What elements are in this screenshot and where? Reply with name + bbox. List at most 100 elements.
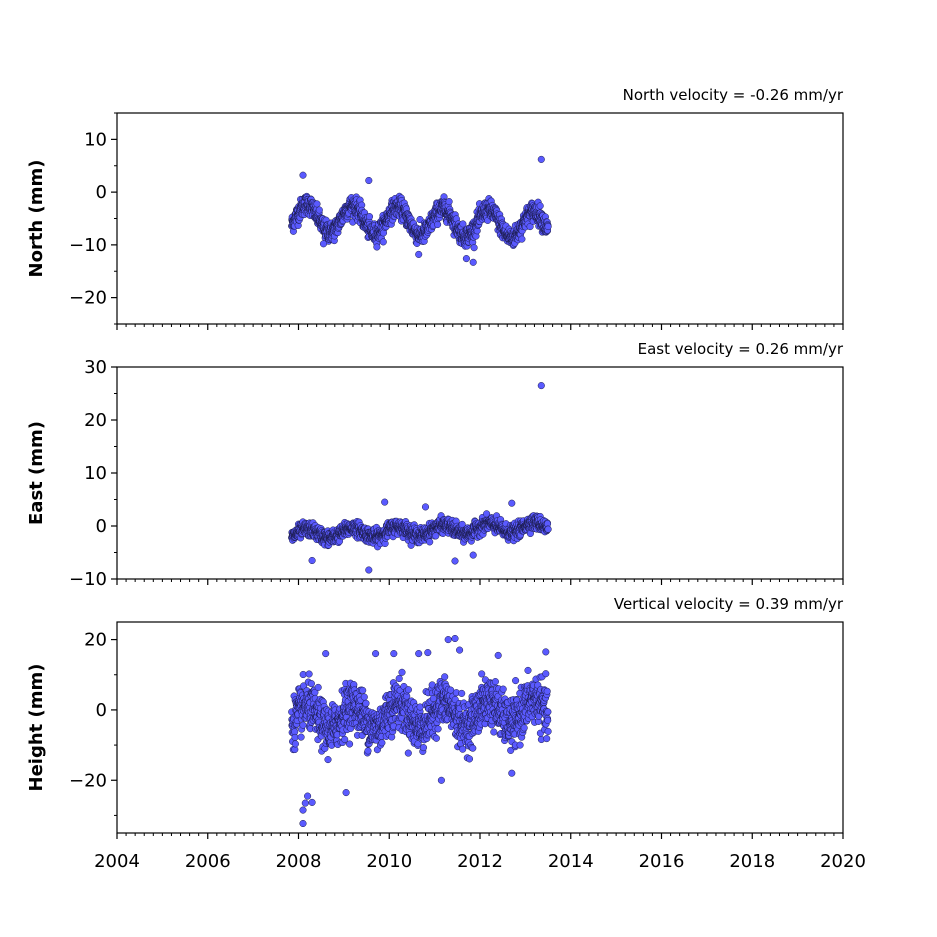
height-data-point [465,755,474,763]
north-outlier-point [469,258,477,266]
height-outlier-point [424,649,432,657]
east-y-tick-label: 0 [96,516,107,537]
height-data-point [299,670,307,679]
east-y-tick-label: 10 [84,463,107,484]
north-data-point [518,235,526,243]
height-outlier-point [304,792,312,800]
height-data-point [499,685,507,693]
height-outlier-point [437,776,445,784]
north-outlier-point [462,255,470,263]
height-data-point [324,756,332,764]
height-data-point [512,677,520,685]
north-y-axis-label: North (mm) [26,160,47,278]
height-data-point [434,725,442,733]
height-y-axis-label: Height (mm) [26,664,47,792]
north-data-point [470,244,478,252]
height-data-point [544,708,552,716]
height-x-tick-label: 2020 [820,851,866,872]
height-velocity-annotation: Vertical velocity = 0.39 mm/yr [614,595,844,613]
height-x-tick-label: 2012 [457,851,503,872]
height-data-point [419,744,428,752]
north-y-tick-label: −20 [69,288,107,309]
height-data-point [544,716,552,724]
height-x-tick-label: 2018 [729,851,775,872]
height-x-tick-label: 2006 [185,851,231,872]
east-panel: −10 0 10 20 30 East (mm) East velocity = 0.26 … [26,340,844,590]
north-outlier-point [365,176,373,185]
east-outlier-point [451,557,459,565]
height-data-point [520,724,528,732]
north-data-point [379,238,387,246]
height-data-point [359,686,367,694]
height-outlier-point [494,651,502,659]
east-y-tick-label: −10 [69,569,107,590]
north-scatter-series [288,155,552,266]
height-data-point [360,693,368,701]
height-data-point [458,689,466,697]
height-x-tick-label: 2016 [639,851,685,872]
height-outlier-point [308,798,316,806]
east-outlier-point [508,499,516,507]
east-data-point [426,538,434,546]
height-outlier-point [301,799,309,807]
height-data-point [395,674,403,683]
height-data-point [346,740,354,748]
east-outlier-point [537,382,545,390]
north-data-point [459,220,467,228]
height-data-point [478,670,486,678]
height-data-point [314,683,322,691]
north-y-tick-label: 0 [96,182,107,203]
height-panel: −20 0 20 2004 2006 2008 2010 2012 2014 2016 2018 20… [26,595,866,872]
east-y-axis-label: East (mm) [26,421,47,525]
height-data-point [432,734,440,742]
east-outlier-point [365,566,373,574]
height-data-point [307,680,315,688]
height-data-point [398,668,406,676]
height-data-point [378,739,386,747]
north-data-point [544,222,552,231]
height-y-tick-label: 20 [84,630,107,651]
height-data-point [524,666,532,674]
north-data-point [365,213,374,221]
height-outlier-point [415,650,423,658]
height-x-tick-label: 2004 [94,851,140,872]
east-outlier-point [381,498,389,506]
height-data-point [490,728,498,736]
north-y-tick-label: −10 [69,235,107,256]
height-outlier-point [390,650,398,658]
north-outlier-point [415,250,423,258]
east-y-tick-label: 20 [84,410,107,431]
north-y-tick-label: 10 [84,129,107,150]
height-data-point [364,747,372,755]
height-outlier-point [456,646,464,654]
north-outlier-point [537,155,545,163]
north-data-point [536,202,544,210]
height-y-tick-label: 0 [96,700,107,721]
east-y-tick-label: 30 [84,357,107,378]
height-data-point [544,727,552,735]
east-data-point [544,525,552,533]
east-outlier-point [469,551,477,559]
height-outlier-point [451,634,459,643]
height-data-point [362,699,370,707]
north-outlier-point [319,240,328,248]
height-data-point [542,670,550,678]
height-x-tick-label: 2014 [548,851,594,872]
height-data-point [516,741,524,749]
height-data-point [297,733,305,741]
east-outlier-point [308,556,316,565]
north-panel: −20 −10 0 10 North (mm) North velocity = -0.2… [26,86,844,330]
north-data-point [315,206,323,214]
height-data-point [469,744,477,752]
east-data-point [432,532,440,540]
height-outlier-point [342,789,350,797]
height-outlier-point [299,819,307,828]
north-outlier-point [299,171,307,179]
north-data-point [526,223,534,231]
height-scatter-series [288,634,552,828]
height-data-point [404,749,412,757]
height-data-point [299,721,307,729]
height-outlier-point [372,650,380,658]
east-axes-frame [116,366,844,580]
